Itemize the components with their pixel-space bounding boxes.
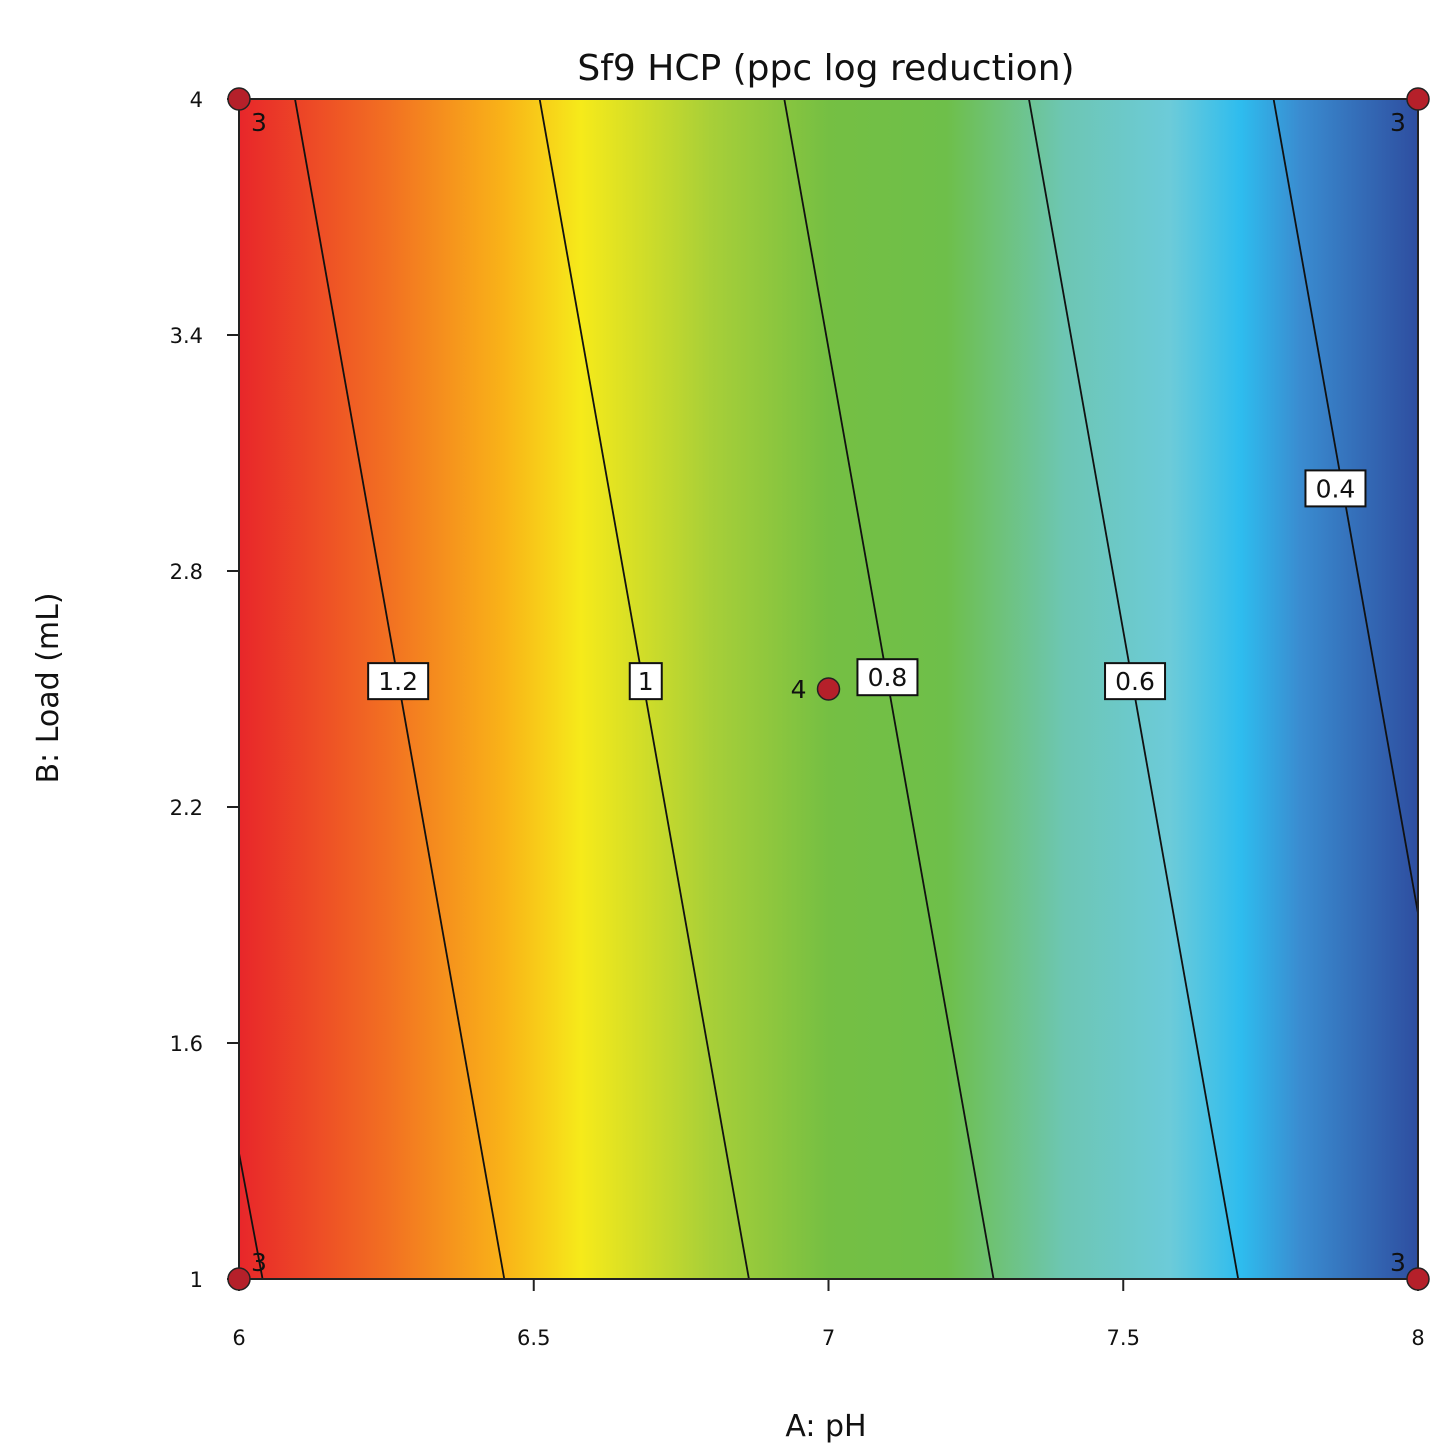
contour-label-box [628, 662, 663, 701]
y-tick-label: 2.8 [170, 560, 203, 584]
contour-label: 1 [638, 667, 654, 696]
design-point-count: 3 [1390, 1248, 1406, 1277]
x-axis-label: A: pH [785, 1409, 866, 1444]
contour-label: 0.6 [1115, 667, 1155, 696]
design-point-count: 3 [1390, 108, 1406, 137]
contour-label: 1.2 [378, 667, 418, 696]
design-point-count: 3 [251, 108, 267, 137]
chart-title: Sf9 HCP (ppc log reduction) [577, 48, 1074, 89]
design-point-count: 4 [791, 675, 807, 704]
design-point [1406, 1267, 1430, 1291]
contour-label-box [1104, 662, 1167, 701]
contour-label-box [856, 658, 919, 697]
design-point-count: 3 [251, 1248, 267, 1277]
design-point [1406, 87, 1430, 111]
y-tick-label: 1 [190, 1268, 203, 1292]
contour-label-box [367, 662, 430, 701]
y-tick-label: 1.6 [170, 1032, 203, 1056]
contour-line [239, 1152, 264, 1279]
x-tick-label: 8 [1411, 1326, 1424, 1350]
design-point [227, 1267, 251, 1291]
contour-label-box [1304, 469, 1367, 508]
y-tick-label: 2.2 [170, 796, 203, 820]
design-point [227, 87, 251, 111]
x-tick-label: 7.5 [1107, 1326, 1140, 1350]
y-axis-label: B: Load (mL) [31, 592, 66, 783]
contour-label: 0.8 [868, 663, 908, 692]
design-points: 3 3 3 3 4 [227, 87, 1430, 1291]
x-tick-label: 6 [232, 1326, 245, 1350]
x-axis: 6 6.5 7 7.5 8 [232, 1279, 1425, 1350]
y-tick-label: 3.4 [170, 324, 203, 348]
x-tick-label: 6.5 [517, 1326, 550, 1350]
y-axis: 1 1.6 2.2 2.8 3.4 4 [170, 88, 239, 1292]
contour-label: 0.4 [1316, 474, 1356, 503]
y-tick-label: 4 [190, 88, 203, 112]
design-point [816, 677, 841, 701]
contour-labels: 1.2 1 0.8 0.6 0.4 [367, 469, 1367, 701]
x-tick-label: 7 [822, 1326, 835, 1350]
